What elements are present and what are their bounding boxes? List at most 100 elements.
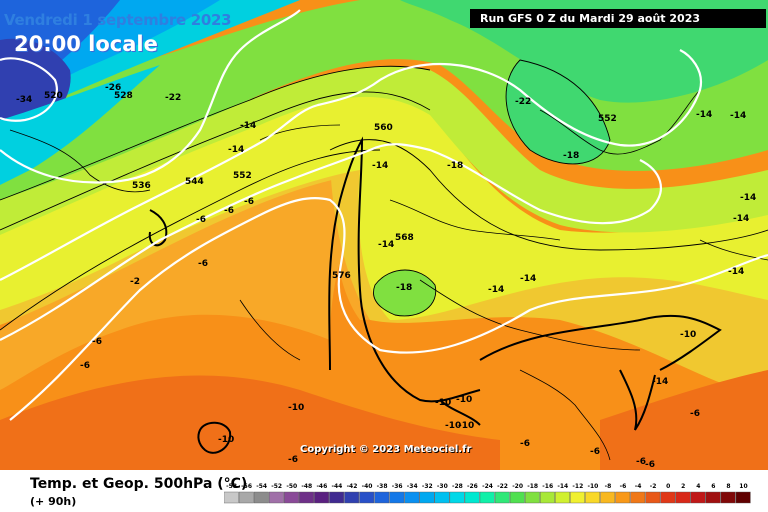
legend-swatch <box>404 491 420 504</box>
temp-label: -34 <box>16 95 32 105</box>
temp-label: -10 <box>445 421 461 431</box>
legend-swatch <box>735 491 751 504</box>
temp-zone-minus18-blob <box>373 270 436 316</box>
temp-label: -6 <box>196 215 206 225</box>
geop-label: 552 <box>233 171 252 181</box>
legend-tick: -48 <box>301 483 312 490</box>
temp-label: -6 <box>690 409 700 419</box>
legend-swatch <box>329 491 345 504</box>
temp-zone-minus16 <box>0 66 768 235</box>
temperature-labels: -34 -26 -22 -14 -14 -22 -18 -14 -14 -14 … <box>16 83 756 470</box>
temp-zone-south-warm <box>0 375 500 470</box>
legend-tick: -20 <box>512 483 523 490</box>
temp-label: -26 <box>105 83 121 93</box>
legend-swatch <box>299 491 314 504</box>
legend-swatch <box>389 491 405 504</box>
temp-zone-cyan-band <box>0 65 160 185</box>
temp-label: -6 <box>80 361 90 371</box>
copyright: Copyright © 2023 Meteociel.fr <box>300 444 472 455</box>
legend-swatch <box>284 491 299 504</box>
temp-label: -10 <box>680 330 696 340</box>
temp-label: -18 <box>563 151 579 161</box>
legend-footer: Temp. et Geop. 500hPa (°C) (+ 90h) <box>0 470 768 512</box>
legend-swatch <box>555 491 570 504</box>
temp-zone-minus6-north <box>0 150 380 390</box>
temp-label: -22 <box>515 97 531 107</box>
legend-swatch <box>540 491 555 504</box>
temp-label: -14 <box>488 285 504 295</box>
coastlines <box>148 136 722 454</box>
temp-label: -6 <box>198 259 208 269</box>
forecast-time: 20:00 locale <box>14 32 158 56</box>
legend-tick: -50 <box>286 483 297 490</box>
geopotential-contours <box>0 9 768 421</box>
legend-swatch <box>449 491 465 504</box>
temp-label: -18 <box>396 283 412 293</box>
legend-tick: -26 <box>467 483 478 490</box>
temp-label: -6 <box>590 447 600 457</box>
temp-label: -6 <box>645 460 655 470</box>
legend-swatch <box>690 491 706 504</box>
legend-tick: -34 <box>407 483 418 490</box>
legend-tick: 8 <box>726 483 730 490</box>
legend-swatch <box>705 491 721 504</box>
temp-label: -6 <box>244 197 254 207</box>
temp-label: -6 <box>520 439 530 449</box>
legend-swatch <box>434 491 450 504</box>
weather-map: -34 -26 -22 -14 -14 -22 -18 -14 -14 -14 … <box>0 0 768 470</box>
legend-swatch <box>585 491 601 504</box>
geop-label: 568 <box>395 233 414 243</box>
temp-label: -10 <box>218 435 234 445</box>
geop-label: 560 <box>374 123 393 133</box>
legend-swatch <box>524 491 540 504</box>
temp-label: -14 <box>240 121 256 131</box>
temp-label: -6 <box>224 206 234 216</box>
legend-swatch <box>419 491 435 504</box>
legend-swatch <box>660 491 676 504</box>
legend-swatch <box>344 491 360 504</box>
temp-label: -10 <box>435 398 451 408</box>
lead-time: (+ 90h) <box>30 495 77 508</box>
legend-swatch <box>268 491 284 504</box>
legend-tick: -24 <box>482 483 493 490</box>
temp-label: -14 <box>228 145 244 155</box>
legend-tick: -40 <box>362 483 373 490</box>
legend-tick: 0 <box>666 483 670 490</box>
temp-label: -14 <box>520 274 536 284</box>
temp-label: -22 <box>165 93 181 103</box>
geop-label: 536 <box>132 181 151 191</box>
legend-swatch <box>630 491 646 504</box>
legend-tick: 6 <box>711 483 715 490</box>
legend-tick: -42 <box>347 483 358 490</box>
legend-swatch <box>570 491 585 504</box>
legend-tick: 2 <box>681 483 685 490</box>
legend-tick: -54 <box>256 483 267 490</box>
temp-zone-minus22-blob <box>506 60 610 164</box>
legend-swatch <box>374 491 390 504</box>
legend-swatch <box>494 491 510 504</box>
legend-tick: -30 <box>437 483 448 490</box>
legend-swatch <box>253 491 269 504</box>
geop-label: 552 <box>598 114 617 124</box>
legend-tick: -8 <box>605 483 612 490</box>
legend-swatch <box>479 491 495 504</box>
legend-swatch <box>615 491 631 504</box>
legend-tick: -6 <box>620 483 627 490</box>
legend-swatch <box>238 491 254 504</box>
legend-swatch <box>720 491 736 504</box>
legend-tick: 4 <box>696 483 700 490</box>
legend-tick: -4 <box>635 483 642 490</box>
temp-label: -14 <box>696 110 712 120</box>
legend-tick: -2 <box>650 483 657 490</box>
legend-tick: 10 <box>739 483 747 490</box>
geop-label: 544 <box>185 177 204 187</box>
legend-tick: -52 <box>271 483 282 490</box>
geop-label: 528 <box>114 91 133 101</box>
legend-tick: -18 <box>527 483 538 490</box>
geop-label: 576 <box>332 271 351 281</box>
temp-label: -6 <box>288 455 298 465</box>
temp-label: -10 <box>458 421 474 431</box>
legend-swatch <box>675 491 691 504</box>
legend-swatch <box>224 491 239 504</box>
legend-swatch <box>600 491 616 504</box>
